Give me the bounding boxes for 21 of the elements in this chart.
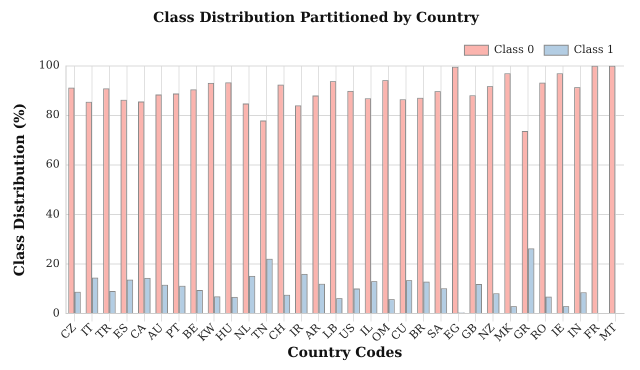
legend-label: Class 0 bbox=[494, 43, 534, 56]
x-tick-label: MT bbox=[597, 320, 620, 344]
y-tick-label: 40 bbox=[46, 207, 60, 220]
y-tick-label: 80 bbox=[46, 108, 60, 122]
y-tick-label: 0 bbox=[52, 306, 60, 320]
chart-title: Class Distribution Partitioned by Country bbox=[153, 10, 480, 26]
y-tick-label: 60 bbox=[46, 158, 60, 171]
y-tick-label: 20 bbox=[46, 256, 60, 270]
x-axis-title: Country Codes bbox=[288, 345, 402, 362]
x-tick-label: US bbox=[336, 321, 358, 342]
x-tick-label: CH bbox=[266, 321, 288, 344]
x-tick-label: IE bbox=[549, 321, 568, 340]
y-axis-title: Class Distribution (%) bbox=[12, 102, 28, 276]
y-tick-label: 100 bbox=[38, 58, 60, 72]
x-tick-label: CZ bbox=[58, 320, 79, 342]
x-tick-label: BR bbox=[406, 320, 428, 342]
x-tick-label: RO bbox=[528, 321, 550, 343]
x-tick-label: EG bbox=[441, 321, 462, 342]
legend-label: Class 1 bbox=[574, 43, 614, 56]
x-tick-label: IR bbox=[287, 320, 306, 340]
x-tick-label: IN bbox=[565, 320, 585, 340]
